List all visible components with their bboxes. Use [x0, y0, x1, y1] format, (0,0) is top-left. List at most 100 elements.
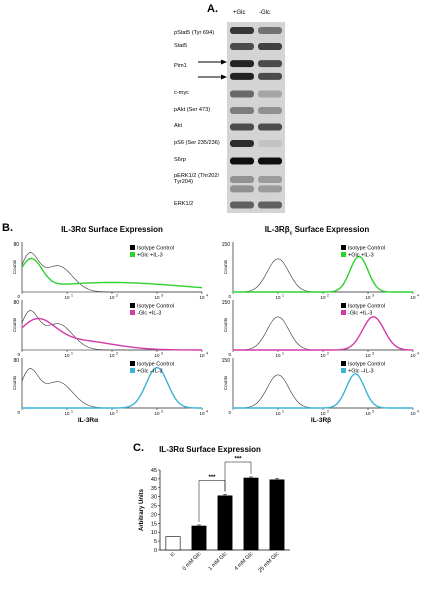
- legend-swatch-sample: [130, 368, 135, 373]
- counts-label: Counts: [12, 317, 17, 332]
- x-zero-tick: 0: [228, 294, 231, 299]
- x-tick-exp: 1: [71, 352, 73, 356]
- legend-sample-label: +Glc –IL-3: [348, 369, 374, 375]
- arrow-icon: [198, 74, 227, 80]
- sample-curve: [22, 366, 202, 409]
- x-tick-label: 10: [320, 411, 326, 416]
- blot-label: pS6 (Ser 235/236): [174, 140, 220, 146]
- x-tick-label: 10: [365, 353, 371, 358]
- blot-band: [230, 140, 254, 147]
- legend-isotype-label: Isotype Control: [348, 304, 385, 310]
- blot-image: [227, 102, 285, 119]
- x-tick-exp: 3: [161, 410, 163, 414]
- x-tick-label: 10: [199, 411, 205, 416]
- x-tick-exp: 1: [282, 410, 284, 414]
- bar: [269, 479, 285, 551]
- blot-image: [227, 152, 285, 170]
- legend-swatch-sample: [341, 368, 346, 373]
- significance-label: ***: [234, 457, 242, 463]
- x-tick-exp: 2: [327, 294, 329, 298]
- x-tick-exp: 3: [372, 352, 374, 356]
- legend-swatch-sample: [130, 252, 135, 257]
- x-zero-tick: 0: [17, 410, 20, 415]
- blot-image: [227, 39, 285, 54]
- blot-band: [230, 90, 254, 98]
- sample-curve: [233, 373, 413, 409]
- legend-sample-label: -Glc +IL-3: [137, 311, 161, 317]
- category-label: 4 mM Glc: [234, 551, 255, 572]
- y-tick-label: 20: [151, 512, 157, 518]
- legend-sample-label: +Glc –IL-3: [137, 369, 163, 375]
- blot-band: [230, 72, 254, 80]
- x-tick-label: 10: [154, 411, 160, 416]
- x-tick-exp: 2: [116, 410, 118, 414]
- legend-swatch-isotype: [341, 245, 346, 250]
- legend-isotype-label: Isotype Control: [137, 246, 174, 252]
- blot-label: pERK1/2 (Thr202/ Tyr204): [174, 173, 220, 185]
- x-tick-label: 10: [365, 295, 371, 300]
- isotype-curve: [233, 374, 413, 409]
- isotype-curve: [21, 368, 202, 409]
- y-max-tick: 150: [222, 358, 231, 364]
- x-tick-label: 10: [275, 353, 281, 358]
- chart-title: IL-3Rα Surface Expression: [159, 445, 261, 454]
- blot-band: [258, 185, 282, 193]
- blot-label: Stat5: [174, 43, 188, 49]
- legend-sample-label: +Glc +IL-3: [348, 253, 374, 259]
- flow-right-xlabel: IL-3Rβ: [310, 417, 332, 424]
- x-tick-label: 10: [154, 295, 160, 300]
- x-tick-exp: 2: [327, 352, 329, 356]
- bar: [191, 525, 207, 551]
- sample-curve: [21, 317, 202, 351]
- x-tick-exp: 4: [206, 410, 208, 414]
- legend-swatch-isotype: [341, 361, 346, 366]
- x-tick-exp: 4: [206, 294, 208, 298]
- x-tick-exp: 2: [116, 352, 118, 356]
- y-max-tick: 80: [13, 300, 19, 306]
- x-tick-label: 10: [154, 353, 160, 358]
- y-tick-label: 10: [151, 530, 157, 536]
- blot-image: [227, 86, 285, 102]
- counts-label: Counts: [223, 259, 228, 274]
- blot-band: [258, 140, 282, 147]
- x-tick-label: 10: [109, 353, 115, 358]
- y-tick-label: 45: [151, 468, 157, 474]
- x-tick-exp: 4: [417, 410, 419, 414]
- blot-band: [258, 175, 282, 183]
- y-max-tick: 150: [222, 300, 231, 306]
- blot-label: ERK1/2: [174, 201, 194, 207]
- x-tick-label: 10: [64, 353, 70, 358]
- x-zero-tick: 0: [17, 352, 20, 357]
- x-tick-exp: 4: [417, 294, 419, 298]
- y-axis-label: Arbitrary Units: [139, 488, 145, 531]
- x-tick-exp: 4: [417, 352, 419, 356]
- blot-band: [258, 123, 282, 131]
- counts-label: Counts: [12, 375, 17, 390]
- panel-a-letter: A.: [207, 3, 218, 15]
- category-label: 0 mM Glc: [182, 551, 203, 572]
- bar: [217, 495, 233, 551]
- legend-swatch-isotype: [130, 303, 135, 308]
- x-tick-exp: 2: [116, 294, 118, 298]
- significance-label: ***: [208, 475, 216, 481]
- counts-label: Counts: [223, 317, 228, 332]
- x-tick-exp: 1: [71, 294, 73, 298]
- y-tick-label: 25: [151, 504, 157, 510]
- counts-label: Counts: [12, 259, 17, 274]
- blot-band: [258, 43, 282, 50]
- x-tick-label: 10: [109, 411, 115, 416]
- blot-band: [258, 27, 282, 34]
- y-tick-label: 5: [154, 539, 157, 545]
- isotype-curve: [233, 258, 413, 293]
- y-tick-label: 40: [151, 477, 157, 483]
- x-tick-exp: 1: [71, 410, 73, 414]
- bar: [165, 536, 181, 551]
- legend-swatch-sample: [130, 310, 135, 315]
- sample-curve: [21, 257, 203, 289]
- blot-band: [230, 201, 254, 209]
